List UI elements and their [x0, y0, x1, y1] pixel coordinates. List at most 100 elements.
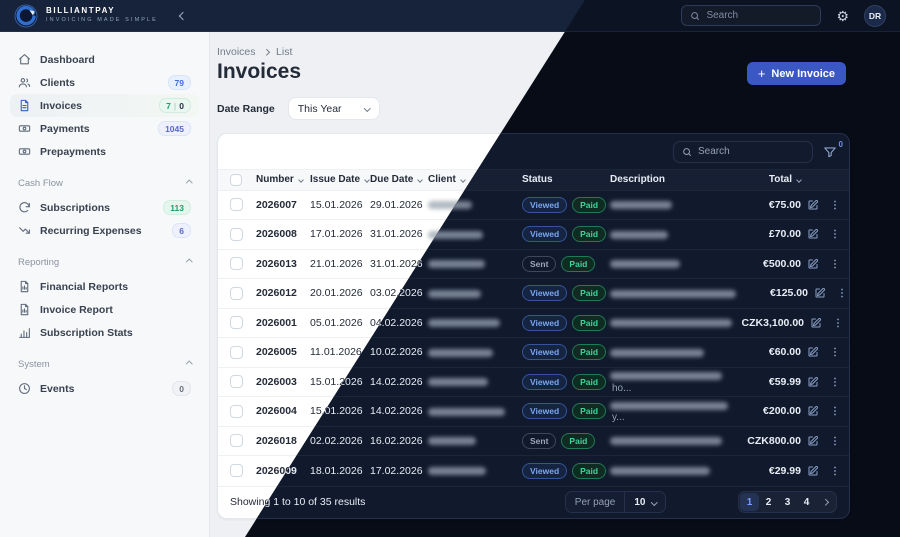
select-all-checkbox[interactable] [230, 173, 242, 186]
sidebar-item-clients[interactable]: Clients 79 [10, 71, 199, 94]
column-header-number[interactable]: Number [256, 174, 310, 185]
sidebar-item-label: Recurring Expenses [40, 224, 142, 237]
row-checkbox[interactable] [230, 464, 243, 478]
brand-tagline: INVOICING MADE SIMPLE [46, 17, 158, 24]
edit-icon[interactable] [807, 199, 819, 211]
edit-icon[interactable] [810, 317, 822, 329]
column-header-client[interactable]: Client [428, 174, 522, 185]
new-invoice-button[interactable]: + New Invoice [746, 62, 846, 85]
sidebar-item-recurring-expenses[interactable]: Recurring Expenses 6 [10, 219, 199, 242]
row-checkbox[interactable] [230, 257, 243, 271]
sidebar-section-reporting[interactable]: Reporting [18, 257, 192, 268]
description-redacted: ho... [610, 370, 729, 394]
invoice-row-2026009[interactable]: 202600918.01.202617.02.2026ViewedPaid€29… [245, 456, 849, 486]
table-search-input[interactable] [698, 146, 804, 158]
kebab-menu-icon[interactable] [829, 258, 841, 270]
kebab-menu-icon[interactable] [829, 465, 841, 477]
search-icon [683, 147, 692, 156]
sort-chevron-icon [417, 177, 424, 183]
kebab-menu-icon[interactable] [829, 228, 841, 240]
user-avatar[interactable]: DR [864, 4, 886, 27]
navbar-right: ⚙ DR [681, 4, 886, 27]
kebab-menu-icon[interactable] [829, 376, 841, 388]
breadcrumb: Invoices List [217, 46, 292, 58]
column-header-total[interactable]: Total [729, 174, 802, 185]
sidebar-item-payments[interactable]: Payments 1045 [10, 117, 199, 140]
chevron-up-icon [185, 361, 192, 368]
invoice-total: CZK800.00 [747, 434, 801, 447]
column-label: Client [428, 174, 456, 186]
description-redacted [610, 287, 736, 299]
breadcrumb-root[interactable]: Invoices [217, 46, 256, 58]
kebab-menu-icon[interactable] [829, 435, 841, 447]
new-invoice-label: New Invoice [771, 67, 835, 80]
sidebar-item-subscription-stats[interactable]: Subscription Stats [10, 321, 199, 344]
kebab-menu-icon[interactable] [829, 346, 841, 358]
filter-funnel-icon[interactable]: 0 [823, 140, 843, 159]
invoice-number: 2026001 [256, 316, 297, 329]
per-page-control[interactable]: Per page 10 [564, 491, 666, 514]
column-header-issue-date[interactable]: Issue Date [310, 174, 370, 185]
kebab-menu-icon[interactable] [829, 199, 841, 211]
edit-icon[interactable] [807, 376, 819, 388]
description-redacted [610, 317, 732, 329]
chart-icon [18, 326, 31, 339]
due-date: 31.01.2026 [370, 228, 423, 241]
row-checkbox[interactable] [230, 404, 243, 418]
page-button-2[interactable]: 2 [765, 496, 772, 508]
edit-icon[interactable] [807, 465, 819, 477]
description-redacted: y... [610, 399, 729, 423]
chevron-down-icon [650, 499, 657, 506]
row-checkbox[interactable] [230, 316, 243, 330]
row-actions [801, 435, 841, 447]
sidebar-item-label: Financial Reports [40, 280, 129, 293]
global-search-input[interactable] [706, 10, 813, 21]
edit-icon[interactable] [807, 228, 819, 240]
sidebar-item-events[interactable]: Events 0 [10, 377, 199, 400]
edit-icon[interactable] [807, 346, 819, 358]
kebab-menu-icon[interactable] [836, 287, 848, 299]
row-checkbox[interactable] [230, 286, 243, 300]
status-badge-sent: Sent [522, 255, 557, 272]
next-page-button[interactable] [816, 493, 835, 511]
sidebar-section-system[interactable]: System [18, 359, 192, 370]
column-label: Number [256, 174, 294, 186]
kebab-menu-icon[interactable] [832, 317, 844, 329]
sidebar-collapse-icon[interactable] [178, 11, 188, 20]
sidebar-item-dashboard[interactable]: Dashboard [10, 48, 199, 71]
column-header-due-date[interactable]: Due Date [370, 174, 428, 185]
row-checkbox[interactable] [230, 198, 243, 212]
edit-icon[interactable] [814, 287, 826, 299]
due-date: 16.02.2026 [370, 434, 423, 447]
page-button-3[interactable]: 3 [784, 496, 791, 508]
brand-block: BILLIANTPAY INVOICING MADE SIMPLE [46, 7, 158, 24]
page-button-1[interactable]: 1 [740, 493, 759, 512]
date-range-select[interactable]: This Year [287, 97, 380, 120]
per-page-value[interactable]: 10 [624, 492, 665, 513]
sidebar-item-prepayments[interactable]: Prepayments [10, 140, 199, 163]
row-checkbox[interactable] [230, 227, 243, 241]
sidebar-item-invoices[interactable]: Invoices 7|0 [10, 94, 199, 117]
global-search[interactable] [681, 5, 822, 26]
sidebar-item-invoice-report[interactable]: Invoice Report [10, 298, 199, 321]
sidebar-item-financial-reports[interactable]: Financial Reports [10, 275, 199, 298]
table-search[interactable] [673, 140, 813, 163]
invoice-total: €75.00 [768, 198, 801, 211]
row-checkbox[interactable] [230, 345, 243, 359]
invoice-row-2026004[interactable]: 202600415.01.202614.02.2026ViewedPaidy..… [245, 397, 849, 427]
row-checkbox[interactable] [230, 375, 243, 389]
settings-gear-icon[interactable]: ⚙ [836, 7, 849, 24]
kebab-menu-icon[interactable] [829, 405, 841, 417]
sidebar-item-subscriptions[interactable]: Subscriptions 113 [10, 196, 199, 219]
banknote-icon [18, 122, 31, 135]
description-tail: ho... [612, 382, 632, 394]
row-checkbox[interactable] [230, 434, 243, 448]
sidebar-item-label: Invoices [40, 99, 83, 112]
edit-icon[interactable] [807, 258, 819, 270]
edit-icon[interactable] [807, 435, 819, 447]
sidebar-section-cash-flow[interactable]: Cash Flow [18, 178, 192, 189]
edit-icon[interactable] [807, 405, 819, 417]
page-button-4[interactable]: 4 [803, 496, 810, 508]
